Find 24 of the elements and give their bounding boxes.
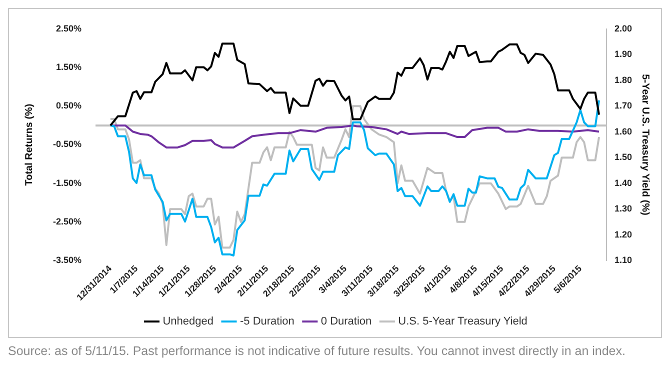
y-axis-title: Total Returns (%) <box>24 104 35 186</box>
y-tick-label: -1.50% <box>52 178 82 188</box>
y-tick-label: 1.50% <box>56 62 82 72</box>
y2-tick-label: 1.30 <box>614 204 632 214</box>
y-tick-label: -0.50% <box>52 139 82 150</box>
y2-tick-label: 1.20 <box>614 229 632 240</box>
y-tick-label: 2.50% <box>56 23 82 34</box>
y2-tick-label: 1.40 <box>614 178 632 188</box>
y2-tick-label: 1.70 <box>614 100 632 111</box>
y-tick-label: -3.50% <box>52 254 82 265</box>
y2-tick-label: 1.90 <box>614 49 632 60</box>
y-tick-label: -2.50% <box>52 216 82 226</box>
y2-tick-label: 1.50 <box>614 152 632 162</box>
y2-axis-title: 5-Year U.S. Treasury Yield (%) <box>639 74 650 216</box>
legend-label: -5 Duration <box>240 316 294 328</box>
y-tick-label: 0.50% <box>56 100 82 111</box>
legend-label: U.S. 5-Year Treasury Yield <box>398 316 528 328</box>
source-note: Source: as of 5/11/15. Past performance is not indicative of future results. You cannot invest directly in an index. <box>8 344 626 358</box>
y2-tick-label: 1.80 <box>614 74 632 85</box>
y2-tick-label: 1.10 <box>614 254 632 265</box>
legend-label: Unhedged <box>162 316 214 328</box>
y2-tick-label: 2.00 <box>614 23 632 34</box>
legend-label: 0 Duration <box>320 316 372 328</box>
y2-tick-label: 1.60 <box>614 126 632 136</box>
